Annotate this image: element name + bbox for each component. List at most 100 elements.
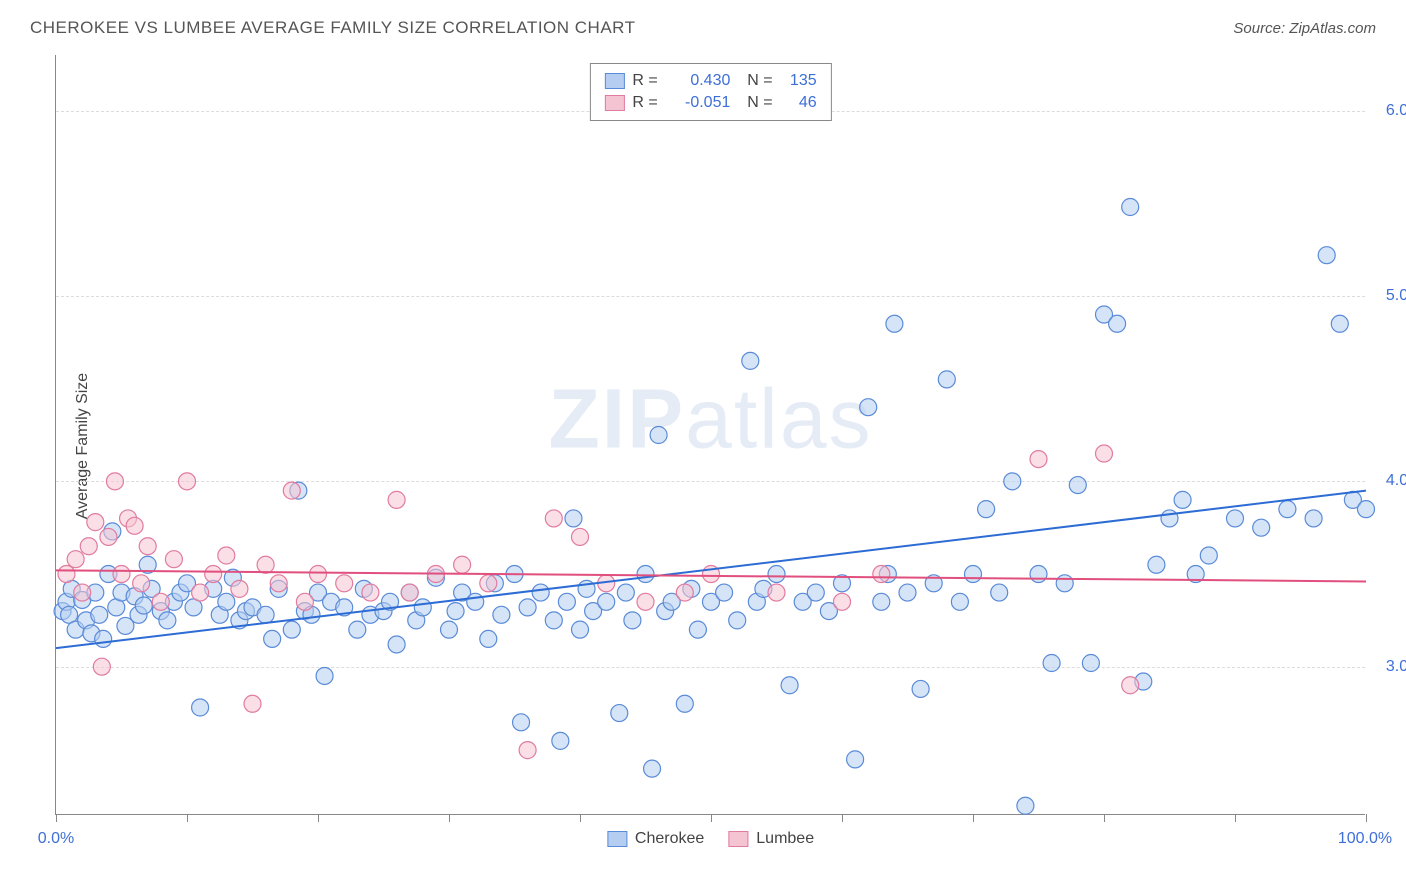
lumbee-point bbox=[58, 566, 75, 583]
lumbee-point bbox=[768, 584, 785, 601]
cherokee-point bbox=[1174, 491, 1191, 508]
cherokee-r-value: 0.430 bbox=[670, 72, 730, 90]
y-tick-label: 4.00 bbox=[1386, 472, 1406, 490]
cherokee-point bbox=[552, 732, 569, 749]
lumbee-point bbox=[310, 566, 327, 583]
lumbee-point bbox=[67, 551, 84, 568]
cherokee-point bbox=[1305, 510, 1322, 527]
lumbee-point bbox=[100, 528, 117, 545]
cherokee-point bbox=[1030, 566, 1047, 583]
lumbee-point bbox=[205, 566, 222, 583]
cherokee-point bbox=[860, 399, 877, 416]
cherokee-point bbox=[159, 612, 176, 629]
lumbee-point bbox=[74, 584, 91, 601]
lumbee-point bbox=[133, 575, 150, 592]
cherokee-point bbox=[480, 630, 497, 647]
cherokee-point bbox=[1318, 247, 1335, 264]
lumbee-point bbox=[1096, 445, 1113, 462]
cherokee-point bbox=[1331, 315, 1348, 332]
legend-item-cherokee: Cherokee bbox=[607, 830, 704, 848]
lumbee-point bbox=[834, 593, 851, 610]
cherokee-point bbox=[689, 621, 706, 638]
cherokee-point bbox=[768, 566, 785, 583]
lumbee-point bbox=[401, 584, 418, 601]
y-tick-label: 5.00 bbox=[1386, 287, 1406, 305]
cherokee-point bbox=[781, 677, 798, 694]
cherokee-point bbox=[624, 612, 641, 629]
lumbee-point bbox=[218, 547, 235, 564]
cherokee-swatch bbox=[604, 73, 624, 89]
cherokee-point bbox=[532, 584, 549, 601]
lumbee-point bbox=[676, 584, 693, 601]
cherokee-point bbox=[493, 606, 510, 623]
cherokee-point bbox=[447, 603, 464, 620]
cherokee-point bbox=[729, 612, 746, 629]
cherokee-point bbox=[611, 705, 628, 722]
chart-title: CHEROKEE VS LUMBEE AVERAGE FAMILY SIZE C… bbox=[30, 18, 636, 38]
cherokee-point bbox=[637, 566, 654, 583]
cherokee-point bbox=[598, 593, 615, 610]
cherokee-point bbox=[650, 427, 667, 444]
cherokee-point bbox=[951, 593, 968, 610]
cherokee-point bbox=[1017, 797, 1034, 814]
lumbee-point bbox=[80, 538, 97, 555]
cherokee-point bbox=[558, 593, 575, 610]
lumbee-point bbox=[106, 473, 123, 490]
cherokee-point bbox=[742, 352, 759, 369]
cherokee-point bbox=[912, 680, 929, 697]
plot-area: ZIPatlas 3.004.005.006.00 R = 0.430 N = … bbox=[55, 55, 1365, 815]
lumbee-swatch bbox=[728, 831, 748, 847]
lumbee-point bbox=[873, 566, 890, 583]
cherokee-point bbox=[565, 510, 582, 527]
cherokee-point bbox=[1122, 199, 1139, 216]
cherokee-point bbox=[1253, 519, 1270, 536]
lumbee-point bbox=[257, 556, 274, 573]
cherokee-point bbox=[218, 593, 235, 610]
cherokee-point bbox=[91, 606, 108, 623]
cherokee-point bbox=[467, 593, 484, 610]
cherokee-point bbox=[545, 612, 562, 629]
cherokee-point bbox=[1069, 477, 1086, 494]
cherokee-point bbox=[1200, 547, 1217, 564]
cherokee-point bbox=[991, 584, 1008, 601]
cherokee-point bbox=[938, 371, 955, 388]
y-tick-label: 3.00 bbox=[1386, 658, 1406, 676]
lumbee-point bbox=[244, 695, 261, 712]
lumbee-point bbox=[283, 482, 300, 499]
source-attribution: Source: ZipAtlas.com bbox=[1233, 20, 1376, 37]
cherokee-point bbox=[388, 636, 405, 653]
cherokee-point bbox=[1004, 473, 1021, 490]
cherokee-point bbox=[513, 714, 530, 731]
legend-item-lumbee: Lumbee bbox=[728, 830, 814, 848]
cherokee-point bbox=[316, 667, 333, 684]
lumbee-point bbox=[179, 473, 196, 490]
cherokee-point bbox=[886, 315, 903, 332]
cherokee-point bbox=[95, 630, 112, 647]
lumbee-point bbox=[572, 528, 589, 545]
cherokee-point bbox=[978, 501, 995, 518]
x-max-label: 100.0% bbox=[1338, 830, 1392, 848]
cherokee-point bbox=[847, 751, 864, 768]
cherokee-point bbox=[1148, 556, 1165, 573]
cherokee-point bbox=[264, 630, 281, 647]
lumbee-point bbox=[519, 742, 536, 759]
correlation-legend: R = 0.430 N = 135 R = -0.051 N = 46 bbox=[589, 63, 831, 121]
lumbee-point bbox=[454, 556, 471, 573]
lumbee-point bbox=[296, 593, 313, 610]
lumbee-point bbox=[126, 517, 143, 534]
lumbee-point bbox=[362, 584, 379, 601]
r-label: R = bbox=[632, 94, 662, 112]
cherokee-point bbox=[965, 566, 982, 583]
series-legend: Cherokee Lumbee bbox=[607, 830, 814, 848]
lumbee-point bbox=[165, 551, 182, 568]
lumbee-point bbox=[480, 575, 497, 592]
cherokee-point bbox=[676, 695, 693, 712]
cherokee-point bbox=[807, 584, 824, 601]
lumbee-label: Lumbee bbox=[756, 830, 814, 848]
lumbee-point bbox=[139, 538, 156, 555]
legend-row-cherokee: R = 0.430 N = 135 bbox=[604, 70, 816, 92]
n-label: N = bbox=[738, 94, 772, 112]
cherokee-point bbox=[349, 621, 366, 638]
lumbee-r-value: -0.051 bbox=[670, 94, 730, 112]
lumbee-point bbox=[152, 593, 169, 610]
